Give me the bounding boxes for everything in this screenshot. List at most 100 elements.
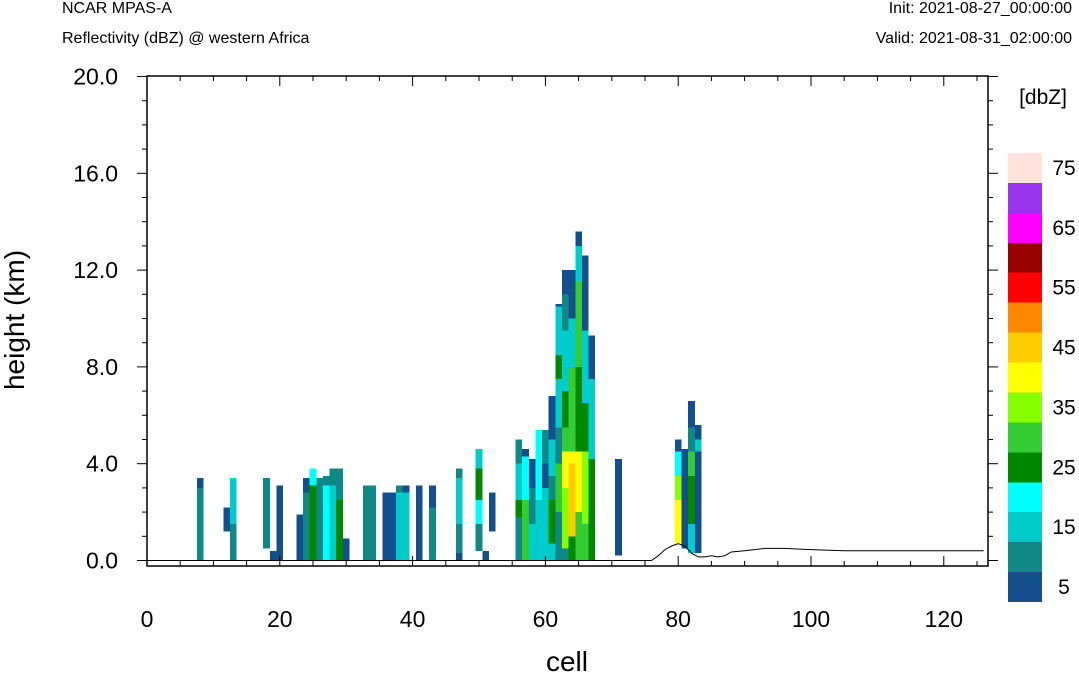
reflectivity-cell xyxy=(475,449,483,469)
reflectivity-cell xyxy=(263,478,270,488)
reflectivity-cell xyxy=(475,468,483,500)
reflectivity-cell xyxy=(555,379,562,428)
colorbar xyxy=(1008,153,1042,602)
x-tick-label: 120 xyxy=(925,606,963,632)
reflectivity-cell xyxy=(382,492,390,561)
reflectivity-cell xyxy=(688,524,695,554)
reflectivity-cell xyxy=(581,330,589,404)
reflectivity-cell xyxy=(542,463,549,488)
colorbar-tick-label: 15 xyxy=(1052,516,1075,539)
reflectivity-cell xyxy=(555,512,562,561)
reflectivity-cell xyxy=(568,536,576,561)
reflectivity-cell xyxy=(688,400,695,428)
reflectivity-cell xyxy=(548,395,556,440)
colorbar-tick-label: 75 xyxy=(1052,157,1075,180)
reflectivity-cell xyxy=(415,485,423,561)
colorbar-tick-label: 35 xyxy=(1052,396,1075,419)
reflectivity-cell xyxy=(575,245,582,283)
reflectivity-cell xyxy=(223,507,230,532)
reflectivity-cell xyxy=(548,500,556,544)
reflectivity-cell xyxy=(515,500,523,517)
reflectivity-cell xyxy=(488,492,496,532)
reflectivity-cell xyxy=(568,463,576,537)
reflectivity-cell xyxy=(575,282,582,367)
reflectivity-cell xyxy=(555,463,562,513)
reflectivity-cell xyxy=(303,478,310,493)
reflectivity-cell xyxy=(575,512,582,561)
reflectivity-cell xyxy=(336,468,343,500)
reflectivity-cell xyxy=(303,492,310,561)
x-tick-label: 100 xyxy=(792,606,830,632)
colorbar-swatch xyxy=(1008,182,1042,213)
reflectivity-cell xyxy=(309,468,317,486)
reflectivity-cell xyxy=(575,366,582,452)
reflectivity-cell xyxy=(674,475,682,500)
reflectivity-cell xyxy=(528,524,536,561)
reflectivity-cell xyxy=(568,451,576,464)
reflectivity-cell xyxy=(402,485,410,493)
reflectivity-cell xyxy=(196,487,204,561)
reflectivity-cell xyxy=(555,303,562,307)
reflectivity-cell xyxy=(475,524,483,551)
reflectivity-cell xyxy=(568,270,576,319)
reflectivity-cell xyxy=(322,485,330,561)
reflectivity-cell xyxy=(515,516,523,561)
reflectivity-cell xyxy=(362,485,370,561)
reflectivity-cell xyxy=(429,507,436,561)
x-tick-label: 0 xyxy=(141,606,154,632)
colorbar-swatch xyxy=(1008,153,1042,183)
reflectivity-cell xyxy=(555,427,562,464)
reflectivity-cell xyxy=(389,492,396,561)
x-axis-title: cell xyxy=(546,646,588,677)
reflectivity-cell xyxy=(263,487,270,549)
colorbar-tick-label: 55 xyxy=(1052,277,1075,300)
y-tick-labels: 0.0 4.0 8.0 12.0 16.0 20.0 xyxy=(73,64,118,574)
reflectivity-cell xyxy=(548,475,556,500)
y-tick-label: 12.0 xyxy=(73,257,118,283)
reflectivity-cell xyxy=(322,475,330,486)
reflectivity-cell xyxy=(694,424,702,440)
reflectivity-cell xyxy=(429,485,436,493)
y-tick-label: 0.0 xyxy=(86,548,118,574)
reflectivity-cell xyxy=(515,439,523,464)
reflectivity-cell xyxy=(674,500,682,544)
terrain-layer xyxy=(147,543,984,561)
reflectivity-cell xyxy=(515,463,523,500)
reflectivity-cell xyxy=(575,231,582,246)
reflectivity-cell xyxy=(396,492,403,561)
reflectivity-cell xyxy=(329,468,337,486)
reflectivity-cell xyxy=(548,439,556,476)
reflectivity-cell xyxy=(475,500,483,525)
reflectivity-cell xyxy=(694,451,702,554)
reflectivity-cell xyxy=(455,524,463,554)
reflectivity-cell xyxy=(429,492,436,508)
x-tick-label: 80 xyxy=(665,606,691,632)
reflectivity-cell xyxy=(336,500,343,561)
colorbar-swatch xyxy=(1008,572,1042,602)
reflectivity-cell xyxy=(562,451,569,488)
reflectivity-cell xyxy=(535,500,543,561)
reflectivity-cell xyxy=(528,487,536,525)
colorbar-labels: 5 15 25 35 45 55 65 75 xyxy=(1052,157,1075,599)
colorbar-swatch xyxy=(1008,512,1042,543)
reflectivity-cell xyxy=(581,451,589,525)
reflectivity-cell xyxy=(575,451,582,513)
reflectivity-cell xyxy=(581,403,589,452)
reflectivity-cell xyxy=(269,550,277,561)
reflectivity-cell xyxy=(528,458,536,488)
valid-time: Valid: 2021-08-31_02:00:00 xyxy=(875,30,1072,47)
y-tick-label: 8.0 xyxy=(86,354,118,380)
reflectivity-cell xyxy=(316,478,323,561)
colorbar-swatch xyxy=(1008,242,1042,273)
reflectivity-cell xyxy=(455,468,463,479)
y-tick-label: 4.0 xyxy=(86,451,118,477)
y-axis-title: height (km) xyxy=(0,250,30,390)
reflectivity-cell xyxy=(522,456,529,500)
reflectivity-cell xyxy=(688,451,695,476)
reflectivity-cell xyxy=(674,439,682,452)
x-tick-labels: 0 20 40 60 80 100 120 xyxy=(141,606,963,632)
reflectivity-cell xyxy=(688,475,695,525)
reflectivity-cell xyxy=(588,335,596,379)
reflectivity-cell xyxy=(482,550,489,561)
